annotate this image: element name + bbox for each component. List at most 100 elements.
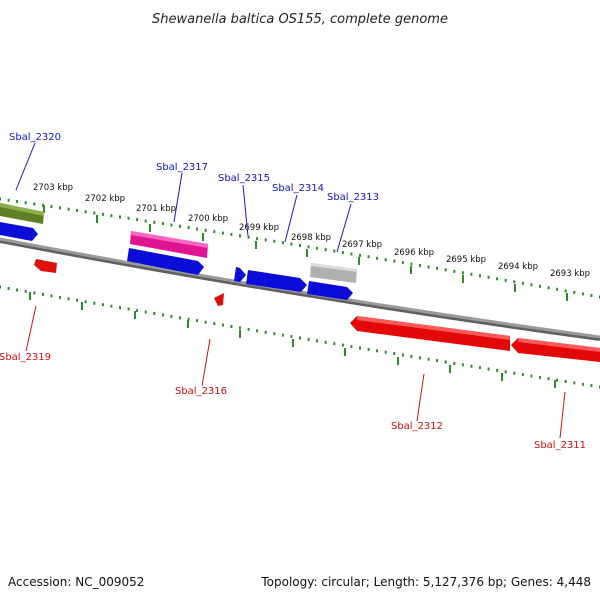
minor-tick-upper: [590, 294, 593, 297]
gene-labels: Sbal_2320Sbal_2317Sbal_2315Sbal_2314Sbal…: [0, 132, 586, 451]
minor-tick-lower: [59, 295, 61, 299]
minor-tick-upper: [521, 281, 524, 285]
minor-tick-lower: [76, 298, 79, 302]
minor-tick-upper: [247, 235, 250, 239]
minor-tick-upper: [393, 259, 396, 263]
gene-feature-forward[interactable]: [234, 267, 246, 282]
scale-tick-label: 2701 kbp: [136, 204, 176, 214]
gene-feature-reverse[interactable]: [214, 293, 224, 306]
minor-tick-lower: [341, 343, 344, 347]
minor-tick-lower: [487, 367, 490, 371]
gene-feature-reverse-highlight: [518, 338, 600, 352]
minor-tick-upper: [273, 239, 276, 243]
minor-tick-lower: [324, 340, 327, 344]
minor-tick-lower: [33, 291, 36, 295]
minor-tick-upper: [33, 202, 36, 206]
minor-tick-lower: [581, 382, 584, 386]
genome-backbone: [0, 237, 600, 339]
minor-tick-lower: [67, 297, 70, 301]
minor-tick-lower: [444, 360, 447, 364]
gene-label-forward[interactable]: Sbal_2313: [327, 192, 379, 203]
minor-tick-upper: [187, 226, 190, 230]
gene-label-forward[interactable]: Sbal_2317: [156, 162, 208, 173]
minor-tick-lower: [470, 364, 473, 368]
scale-tick-label: 2702 kbp: [85, 194, 125, 204]
gene-feature-pseudo-highlight: [311, 263, 357, 272]
scale-tick-label: 2696 kbp: [394, 248, 434, 258]
gene-feature-rna-highlight: [131, 231, 208, 248]
accession-label: Accession: NC_009052: [8, 575, 144, 589]
gene-label-forward[interactable]: Sbal_2314: [272, 183, 324, 194]
minor-tick-upper: [221, 231, 224, 235]
minor-tick-upper: [513, 280, 516, 284]
minor-tick-lower: [590, 384, 593, 388]
minor-tick-upper: [376, 256, 379, 260]
minor-tick-lower: [350, 345, 353, 348]
minor-tick-lower: [84, 300, 87, 304]
minor-tick-upper: [350, 252, 353, 256]
scale-tick-label: 2693 kbp: [550, 269, 590, 279]
minor-tick-upper: [556, 287, 559, 291]
scale-tick-label: 2697 kbp: [342, 240, 382, 250]
minor-tick-upper: [539, 284, 541, 288]
minor-tick-upper: [144, 219, 147, 223]
minor-tick-lower: [410, 354, 413, 358]
minor-tick-lower: [7, 287, 10, 290]
minor-tick-upper: [16, 200, 19, 203]
minor-tick-upper: [76, 209, 79, 212]
gene-feature-reverse[interactable]: [511, 338, 600, 362]
gene-label-forward[interactable]: Sbal_2315: [218, 173, 270, 184]
gene-label-reverse[interactable]: Sbal_2311: [534, 440, 586, 451]
minor-tick-lower: [307, 337, 310, 341]
gene-label-reverse[interactable]: Sbal_2319: [0, 352, 51, 363]
gene-features: [0, 203, 600, 362]
minor-tick-lower: [281, 333, 284, 337]
gene-feature-reverse[interactable]: [34, 259, 57, 273]
minor-tick-lower: [496, 368, 499, 372]
minor-tick-lower: [479, 366, 481, 370]
minor-tick-lower: [521, 373, 524, 377]
minor-tick-upper: [564, 289, 567, 293]
minor-tick-lower: [547, 377, 550, 381]
minor-tick-upper: [50, 205, 53, 209]
minor-tick-lower: [376, 349, 379, 353]
minor-tick-upper: [384, 258, 387, 262]
scale-tick-label: 2700 kbp: [188, 214, 228, 224]
minor-tick-upper: [93, 211, 96, 215]
gene-feature-forward[interactable]: [307, 281, 353, 300]
minor-tick-upper: [479, 274, 481, 278]
minor-tick-upper: [530, 283, 533, 287]
minor-tick-lower: [24, 289, 27, 293]
minor-tick-upper: [0, 197, 1, 201]
minor-tick-upper: [161, 222, 164, 226]
minor-tick-lower: [573, 381, 576, 385]
minor-tick-lower: [316, 339, 319, 343]
gene-feature-forward[interactable]: [0, 222, 38, 241]
gene-label-reverse[interactable]: Sbal_2312: [391, 421, 443, 432]
gene-feature-forward[interactable]: [246, 270, 307, 292]
minor-tick-upper: [410, 262, 413, 266]
minor-tick-upper: [41, 203, 44, 207]
minor-tick-lower: [119, 306, 121, 310]
minor-tick-upper: [7, 198, 10, 202]
minor-tick-upper: [444, 268, 447, 272]
minor-tick-lower: [539, 375, 541, 379]
gene-feature-reverse-highlight: [357, 316, 510, 340]
gene-feature-reverse[interactable]: [350, 316, 510, 351]
minor-tick-lower: [367, 347, 370, 351]
minor-tick-upper: [264, 238, 267, 242]
minor-tick-upper: [573, 290, 576, 294]
minor-tick-upper: [256, 237, 259, 241]
gene-feature-forward[interactable]: [127, 248, 204, 275]
scale-tick-label: 2695 kbp: [446, 255, 486, 265]
gene-label-reverse[interactable]: Sbal_2316: [175, 386, 227, 397]
minor-tick-upper: [59, 206, 61, 210]
minor-tick-lower: [221, 323, 224, 327]
gene-leader-lines: [15, 142, 566, 439]
minor-tick-lower: [50, 294, 53, 298]
gene-label-forward[interactable]: Sbal_2320: [9, 132, 61, 143]
minor-tick-upper: [427, 265, 430, 269]
minor-tick-upper: [196, 227, 199, 231]
minor-tick-lower: [161, 313, 164, 317]
minor-tick-upper: [487, 275, 490, 279]
